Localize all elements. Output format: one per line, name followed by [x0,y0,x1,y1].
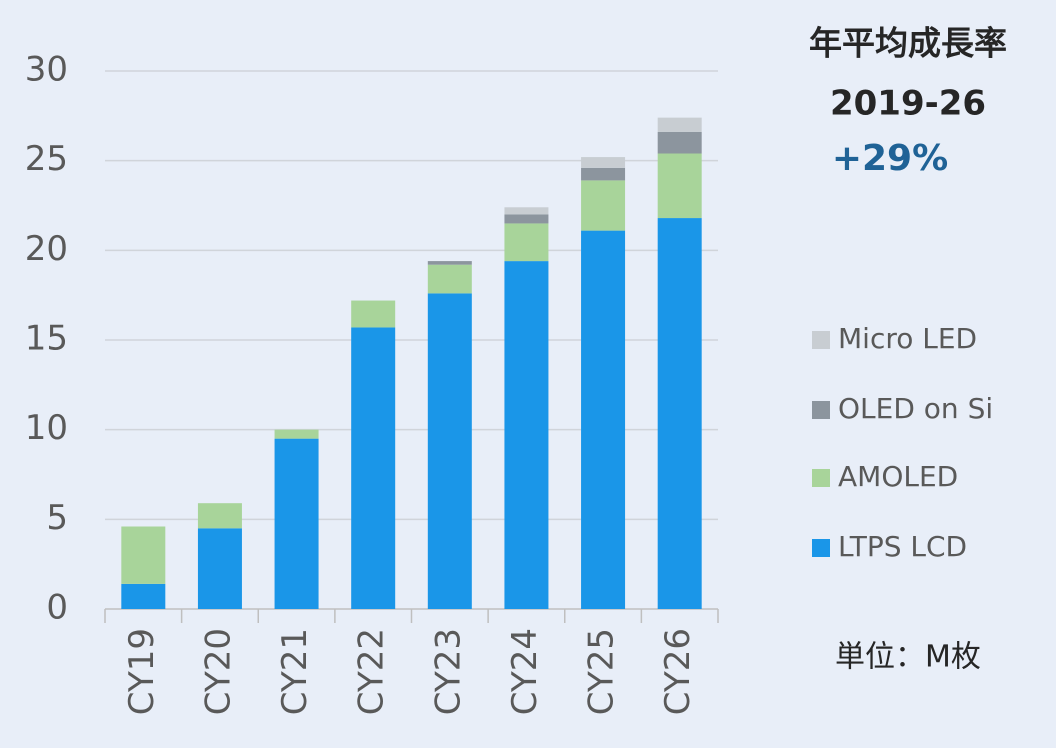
x-tick-label: CY19 [122,628,162,715]
bar-segment [657,131,702,154]
bar-segment [581,180,626,231]
x-tick-label: CY21 [275,628,315,715]
y-tick-label: 5 [46,498,68,538]
x-tick-label: CY25 [582,628,622,715]
chart-title: 年平均成長率 [809,24,1007,63]
legend-swatch [812,539,830,557]
bar-segment [504,223,549,262]
bar-segment [197,503,242,529]
bar-segment [504,214,549,224]
y-tick-label: 30 [25,50,68,90]
y-tick-label: 25 [25,139,68,179]
y-tick-label: 10 [25,408,68,448]
y-tick-label: 0 [46,588,68,628]
bar-segment [504,261,549,609]
y-tick-label: 20 [25,229,68,269]
bar-segment [427,261,472,265]
bar-segment [581,167,626,181]
bar-segment [427,293,472,609]
bar-segment [274,429,319,439]
legend-label: Micro LED [838,322,977,355]
legend-swatch [812,469,830,487]
legend-label: AMOLED [838,460,958,493]
unit-annotation: 単位：M枚 [835,640,981,675]
bar-segment [657,117,702,132]
chart-subtitle: 2019-26 [830,84,986,124]
legend-swatch [812,401,830,419]
bar-segment [657,153,702,219]
bar-segment [504,207,549,215]
x-tick-label: CY26 [658,628,698,715]
bar-segment [581,157,626,168]
legend-label: LTPS LCD [838,530,967,563]
bar-segment [657,218,702,609]
y-tick-label: 15 [25,319,68,359]
x-tick-label: CY22 [352,628,392,715]
bar-segment [351,300,396,328]
bar-segment [121,526,166,584]
bar-segment [197,528,242,609]
legend-swatch [812,331,830,349]
legend-label: OLED on Si [838,392,993,425]
x-tick-label: CY20 [198,628,238,715]
bar-segment [427,264,472,294]
growth-annotation: +29% [832,138,948,179]
bar-segment [581,230,626,609]
x-tick-label: CY24 [505,628,545,715]
bar-segment [121,583,166,609]
x-tick-label: CY23 [428,628,468,715]
bar-segment [274,438,319,609]
bar-segment [351,327,396,609]
